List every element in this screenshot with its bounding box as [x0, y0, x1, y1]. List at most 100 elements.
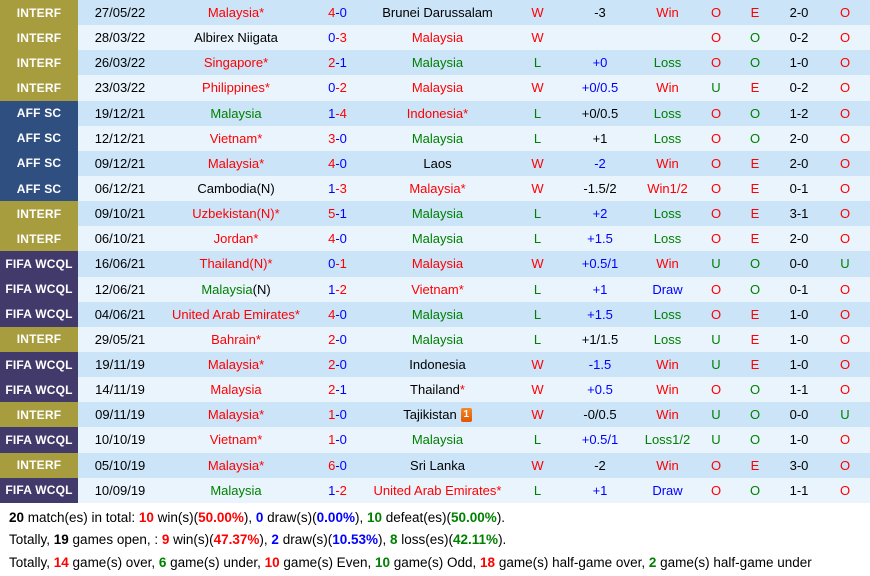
team-name: Malaysia [210, 105, 262, 121]
home-team: Malaysia [162, 377, 310, 402]
team-name: United Arab Emirates [373, 482, 497, 498]
win-loss-flag: W [531, 357, 544, 373]
asterisk-marker: * [264, 80, 270, 96]
summary-segment: game(s) under, [166, 554, 265, 570]
away-goals: -4 [335, 105, 347, 121]
full-time-score: 1 -0 [310, 402, 365, 427]
ht-over-under-flag: O [839, 382, 851, 398]
match-row: INTERF 29/05/21 Bahrain * 2 -0 Malaysia L … [0, 326, 870, 352]
summary-segment: ). [498, 532, 507, 548]
summary-segment: 0.00% [316, 509, 355, 525]
full-time-score: 5 -1 [310, 201, 365, 226]
summary-segment: 19 [53, 532, 69, 548]
half-time-score: 1-2 [789, 105, 809, 121]
competition-badge: INTERF [0, 75, 78, 101]
competition-badge: INTERF [0, 226, 78, 252]
match-row: FIFA WCQL 19/11/19 Malaysia * 2 -0 Indones… [0, 351, 870, 378]
home-goals: 1 [328, 105, 336, 121]
even-odd-flag: E [750, 206, 760, 222]
summary-segment: win(s)( [153, 509, 199, 525]
handicap-result: Win [656, 407, 679, 423]
handicap-result: Loss [653, 231, 682, 247]
away-team: Vietnam * [365, 277, 510, 302]
match-row: AFF SC 12/12/21 Vietnam * 3 -0 Malaysia L … [0, 125, 870, 151]
competition-badge: FIFA WCQL [0, 351, 78, 378]
handicap-line: +1 [592, 482, 608, 498]
win-loss-flag: W [531, 382, 544, 398]
away-goals: -3 [335, 181, 347, 197]
over-under-flag: U [711, 407, 721, 423]
ht-over-under-flag: O [839, 30, 851, 46]
match-row: INTERF 09/11/19 Malaysia * 1 -0 Tajikistan… [0, 402, 870, 428]
even-odd-flag: O [749, 30, 761, 46]
competition-badge: FIFA WCQL [0, 301, 78, 327]
over-under-flag: O [710, 206, 722, 222]
ht-over-under-flag: O [839, 281, 851, 297]
ht-over-under-flag: O [839, 206, 851, 222]
match-date: 10/10/19 [94, 432, 146, 448]
away-goals: -1 [335, 55, 347, 71]
asterisk-marker: * [458, 281, 464, 297]
summary-segment: game(s) over, [68, 554, 159, 570]
match-date: 19/12/21 [94, 105, 146, 121]
over-under-flag: O [710, 382, 722, 398]
summary-handicap-line: Totally, 19 games open, : 9 win(s)(47.37… [9, 529, 861, 552]
handicap-result: Win [656, 155, 679, 171]
handicap-result: Loss [653, 55, 682, 71]
handicap-result: Win1/2 [647, 181, 688, 197]
summary-segment: ). [496, 509, 506, 525]
match-date: 27/05/22 [94, 5, 146, 21]
handicap-line: -0/0.5 [583, 407, 617, 423]
home-goals: 1 [328, 407, 336, 423]
win-loss-flag: W [531, 407, 544, 423]
team-name: Malaysia [207, 357, 260, 373]
handicap-result: Loss [653, 105, 682, 121]
away-goals: -0 [335, 407, 347, 423]
half-time-score: 0-0 [789, 256, 809, 272]
competition-badge: FIFA WCQL [0, 276, 78, 302]
full-time-score: 3 -0 [310, 126, 365, 151]
match-date: 12/12/21 [94, 130, 146, 146]
ht-over-under-flag: O [839, 55, 851, 71]
even-odd-flag: O [749, 407, 761, 423]
match-date: 16/06/21 [94, 256, 146, 272]
ht-over-under-flag: O [839, 357, 851, 373]
match-row: INTERF 06/10/21 Jordan * 4 -0 Malaysia L +… [0, 226, 870, 252]
match-date: 12/06/21 [94, 281, 146, 297]
summary-segment: 10 [138, 509, 154, 525]
handicap-line: +0/0.5 [581, 80, 619, 96]
full-time-score: 4 -0 [310, 151, 365, 176]
home-goals: 6 [328, 457, 336, 473]
even-odd-flag: O [749, 105, 761, 121]
away-team: Malaysia [365, 75, 510, 100]
even-odd-flag: O [749, 482, 761, 498]
half-time-score: 3-0 [789, 457, 809, 473]
win-loss-flag: L [533, 432, 542, 448]
ht-over-under-flag: O [839, 130, 851, 146]
even-odd-flag: E [750, 457, 760, 473]
competition-badge: INTERF [0, 402, 78, 428]
team-name: Laos [423, 155, 452, 171]
summary-segment: match(es) in total: [24, 509, 139, 525]
home-goals: 1 [328, 281, 336, 297]
match-date: 14/11/19 [95, 382, 145, 398]
away-goals: -3 [335, 30, 347, 46]
competition-badge: INTERF [0, 25, 78, 51]
even-odd-flag: O [749, 432, 761, 448]
asterisk-marker: * [257, 130, 263, 146]
team-name: Malaysia [207, 5, 260, 21]
full-time-score: 2 -0 [310, 327, 365, 352]
home-team: Albirex Niigata [162, 25, 310, 50]
over-under-flag: U [711, 357, 721, 373]
half-time-score: 0-2 [789, 30, 809, 46]
match-date: 28/03/22 [94, 30, 146, 46]
full-time-score: 0 -2 [310, 75, 365, 100]
away-goals: -0 [335, 130, 347, 146]
team-name: Uzbekistan(N) [192, 206, 275, 222]
over-under-flag: O [710, 482, 722, 498]
even-odd-flag: O [749, 130, 761, 146]
handicap-line: -2 [594, 155, 606, 171]
win-loss-flag: W [531, 5, 544, 21]
full-time-score: 2 -1 [310, 377, 365, 402]
ht-over-under-flag: O [839, 155, 851, 171]
